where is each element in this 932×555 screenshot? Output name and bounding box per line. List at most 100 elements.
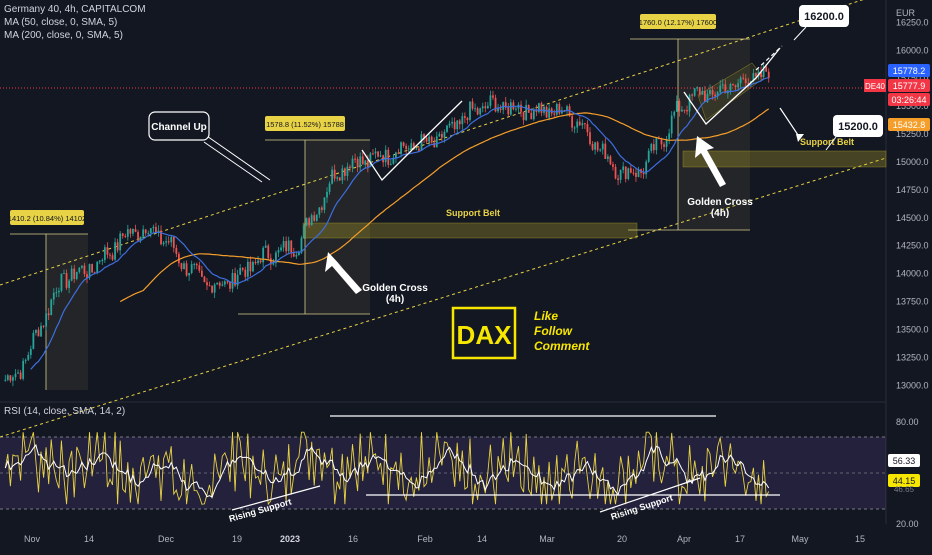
candle-body [149, 228, 152, 234]
candle-body [372, 153, 374, 155]
candle-body [693, 88, 696, 96]
candle-body [418, 148, 420, 151]
rsi-ma-line [4, 443, 770, 498]
candle-body [407, 148, 410, 150]
candle-body [200, 270, 203, 277]
candle-body [124, 235, 127, 237]
candle-body [264, 245, 267, 248]
currency-label: EUR [896, 8, 916, 18]
candle-body [719, 85, 722, 93]
candle-body [241, 267, 244, 270]
candle-body [206, 282, 208, 286]
legend-ma200: MA (200, close, 0, SMA, 5) [4, 30, 123, 41]
candle-body [269, 258, 272, 265]
price-badge: 15778.2 [893, 66, 926, 76]
time-tick: 14 [477, 534, 487, 544]
candle-body [152, 227, 155, 229]
candle-body [668, 133, 671, 140]
candle-body [448, 123, 451, 126]
candle-body [589, 132, 591, 144]
candle-body [571, 116, 574, 128]
candle-body [19, 372, 22, 379]
candle-body [486, 105, 489, 109]
candle-body [479, 108, 482, 115]
candle-body [167, 241, 170, 243]
candle-body [441, 134, 443, 138]
candle-body [121, 233, 124, 236]
candle-body [522, 111, 525, 121]
candle-body [663, 144, 665, 147]
rsi-line [4, 431, 770, 506]
channel-up-pointer-2 [203, 141, 263, 183]
candle-body [103, 247, 106, 261]
cta-follow: Follow [534, 324, 573, 338]
candle-body [175, 247, 178, 254]
candle-body [545, 106, 548, 118]
price-tick: 13250.0 [896, 352, 929, 362]
candle-body [642, 172, 645, 175]
candle-body [343, 168, 346, 176]
ma200-line [119, 108, 770, 303]
target-down-pointer [825, 136, 837, 151]
candle-body [494, 97, 497, 112]
candle-body [9, 375, 12, 381]
candle-body [132, 228, 134, 234]
candle-body [27, 354, 30, 360]
candle-body [474, 108, 476, 110]
golden-cross-1-line2: (4h) [386, 294, 404, 305]
candle-body [216, 282, 219, 285]
candle-body [234, 273, 236, 286]
candle-body [675, 100, 678, 112]
rsi-badge: 56.33 [893, 456, 916, 466]
golden-cross-arrow-2 [695, 136, 726, 187]
candle-body [346, 166, 349, 176]
candle-body [106, 247, 109, 255]
candle-body [236, 274, 239, 286]
time-tick: 15 [855, 534, 865, 544]
candle-body [203, 276, 206, 283]
candle-body [747, 82, 750, 84]
candle-body [282, 241, 285, 248]
candle-body [52, 292, 55, 300]
measure-label-2-bg [265, 116, 345, 131]
candle-body [617, 178, 619, 180]
candle-body [484, 106, 487, 109]
support-belt-label-2: Support Belt [800, 137, 854, 147]
candle-body [80, 265, 83, 268]
measure-box-1 [46, 234, 88, 390]
candle-body [259, 260, 262, 263]
candle-body [142, 229, 145, 237]
candle-body [384, 149, 387, 163]
candle-body [349, 166, 351, 169]
candle-body [650, 144, 653, 151]
rsi-badge-bg [888, 454, 920, 467]
channel-up-box [148, 111, 210, 141]
measure-label-1: 1410.2 (10.84%) 14102 [8, 214, 86, 223]
candle-body [70, 268, 73, 281]
candle-body [714, 94, 716, 97]
rsi-rising-support-2 [599, 477, 701, 513]
candle-body [272, 263, 275, 265]
candle-body [295, 254, 298, 257]
time-axis[interactable]: Nov 14 Dec 19 2023 16 Feb 14 Mar 20 Apr 17 May 15 [24, 534, 865, 544]
symbol-badge: DE40 [865, 82, 886, 91]
price-tick: 14250.0 [896, 241, 929, 251]
candle-body [226, 281, 229, 283]
candle-body [129, 229, 132, 234]
candle-body [645, 161, 648, 175]
candle-body [68, 280, 71, 288]
price-tick: 15500.0 [896, 101, 929, 111]
candle-body [14, 373, 17, 378]
candle-body [578, 121, 581, 126]
candle-body [530, 112, 533, 120]
candle-body [538, 103, 540, 112]
candle-body [686, 109, 688, 112]
price-tick: 15000.0 [896, 157, 929, 167]
candle-body [724, 84, 727, 94]
candle-body [709, 89, 711, 94]
candle-body [476, 108, 479, 115]
candle-body [165, 241, 168, 243]
candle-body [433, 142, 436, 148]
